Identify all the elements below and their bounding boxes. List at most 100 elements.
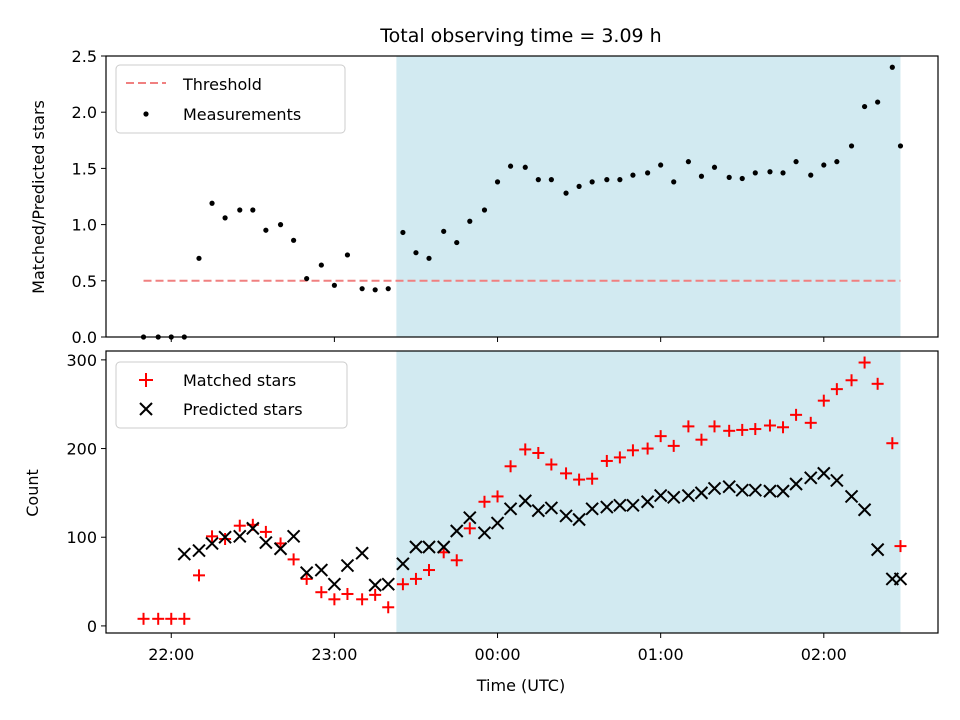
measurement-point bbox=[359, 286, 365, 292]
predicted-star-marker bbox=[314, 563, 329, 577]
matched-star-marker bbox=[545, 458, 558, 471]
measurement-point bbox=[875, 99, 881, 105]
predicted-star-marker bbox=[422, 540, 436, 554]
predicted-x-b bbox=[559, 509, 573, 523]
predicted-x-b bbox=[368, 578, 382, 592]
predicted-star-marker bbox=[559, 509, 573, 523]
predicted-star-marker bbox=[870, 542, 885, 557]
y-tick-label: 1.5 bbox=[72, 159, 97, 178]
matched-star-marker bbox=[206, 530, 219, 543]
matched-star-marker bbox=[626, 444, 639, 457]
measurement-point bbox=[793, 159, 799, 165]
matched-star-marker bbox=[763, 419, 776, 432]
measurement-point bbox=[400, 229, 406, 236]
y-tick-label: 0.0 bbox=[72, 328, 97, 347]
predicted-star-marker bbox=[368, 578, 382, 592]
matched-star-marker bbox=[178, 612, 191, 625]
measurement-point bbox=[711, 164, 718, 170]
predicted-x-b bbox=[544, 501, 559, 515]
shade-rect bbox=[396, 56, 901, 337]
measurement-point bbox=[209, 200, 215, 206]
measurement-point bbox=[467, 218, 473, 224]
predicted-x-b bbox=[436, 540, 451, 554]
matched-star-marker bbox=[586, 472, 599, 485]
predicted-star-marker bbox=[600, 500, 614, 514]
predicted-star-marker bbox=[355, 546, 369, 560]
measurement-point bbox=[726, 174, 732, 180]
predicted-star-marker bbox=[409, 540, 423, 554]
y-tick-label: 100 bbox=[66, 528, 97, 547]
measurement-points bbox=[140, 64, 904, 340]
matched-star-marker bbox=[894, 540, 907, 553]
measurement-point bbox=[563, 190, 569, 196]
measurement-point bbox=[222, 215, 228, 221]
predicted-star-marker bbox=[205, 536, 219, 551]
matched-star-marker bbox=[858, 356, 871, 369]
legend-measurements-swatch bbox=[143, 111, 149, 117]
predicted-x-b bbox=[233, 529, 247, 544]
predicted-x-b bbox=[776, 484, 790, 498]
predicted-x-b bbox=[273, 542, 288, 556]
measurement-point bbox=[821, 162, 827, 168]
predicted-star-marker bbox=[735, 483, 749, 497]
matched-star-marker bbox=[790, 408, 803, 421]
y-tick-label: 200 bbox=[66, 440, 97, 459]
matched-star-marker bbox=[667, 439, 680, 452]
predicted-x-b bbox=[205, 536, 219, 551]
chart-title: Total observing time = 3.09 h bbox=[379, 25, 661, 47]
y-tick-label: 0 bbox=[87, 617, 97, 636]
matched-star-marker bbox=[749, 423, 762, 436]
ratio-y-axis-label: Matched/Predicted stars bbox=[29, 100, 48, 294]
measurement-point bbox=[237, 207, 243, 213]
matched-star-marker bbox=[708, 420, 721, 433]
predicted-x-b bbox=[450, 524, 464, 538]
predicted-x-b bbox=[763, 484, 777, 498]
predicted-star-marker bbox=[748, 483, 762, 497]
legend-threshold-label: Threshold bbox=[182, 75, 262, 94]
predicted-x-b bbox=[893, 572, 908, 586]
y-tick-label: 300 bbox=[66, 351, 97, 370]
measurement-point bbox=[848, 143, 855, 149]
predicted-x-b bbox=[518, 494, 532, 508]
predicted-star-marker bbox=[340, 558, 355, 573]
y-tick-label: 0.5 bbox=[72, 272, 97, 291]
measurement-point bbox=[767, 169, 773, 175]
predicted-x-b bbox=[503, 502, 518, 516]
count-y-ticks: 0 100 200 300 bbox=[66, 351, 106, 636]
predicted-x-b bbox=[409, 540, 423, 554]
predicted-star-marker bbox=[804, 471, 818, 485]
predicted-star-marker bbox=[544, 501, 559, 515]
predicted-x-b bbox=[707, 481, 722, 496]
matched-star-marker bbox=[356, 593, 369, 606]
matched-star-marker bbox=[328, 593, 341, 606]
matched-star-marker bbox=[613, 451, 626, 464]
legend-measurements-label: Measurements bbox=[183, 105, 301, 124]
matched-star-marker bbox=[259, 525, 272, 538]
measurement-point bbox=[522, 164, 528, 170]
predicted-star-marker bbox=[177, 547, 192, 561]
predicted-star-marker bbox=[707, 481, 722, 496]
predicted-star-marker bbox=[299, 565, 314, 580]
predicted-x-b bbox=[299, 565, 314, 580]
measurement-point bbox=[331, 282, 337, 288]
matched-star-marker bbox=[233, 519, 246, 532]
measurement-point bbox=[780, 170, 786, 176]
predicted-x-b bbox=[667, 490, 681, 505]
matched-star-marker bbox=[152, 612, 165, 625]
measurement-point bbox=[426, 255, 432, 261]
matched-star-marker bbox=[409, 572, 422, 585]
matched-star-marker bbox=[450, 554, 463, 567]
predicted-x-b bbox=[626, 498, 640, 513]
measurement-point bbox=[617, 177, 623, 183]
predicted-x-b bbox=[694, 486, 709, 500]
matched-star-marker bbox=[723, 424, 736, 437]
matched-star-marker bbox=[137, 612, 150, 625]
measurement-point bbox=[739, 175, 745, 182]
predicted-star-marker bbox=[503, 502, 518, 516]
predicted-x-b bbox=[177, 547, 192, 561]
legend-matched-swatch bbox=[139, 373, 153, 387]
predicted-x-b bbox=[640, 495, 655, 509]
predicted-star-marker bbox=[192, 543, 206, 558]
matched-star-marker bbox=[560, 467, 573, 480]
ratio-legend-box bbox=[115, 64, 346, 134]
